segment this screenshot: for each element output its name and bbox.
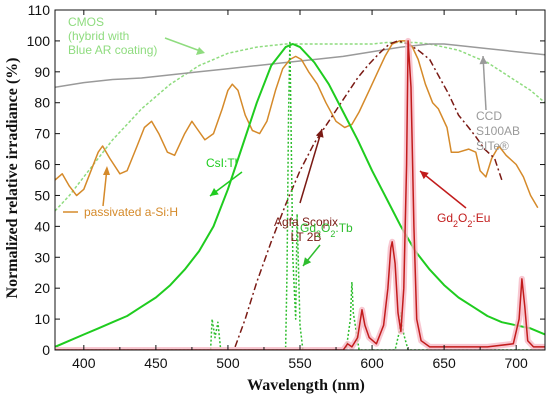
x-tick-label: 500 — [216, 355, 240, 371]
annotation-text: (hybrid with — [68, 29, 129, 43]
y-axis-title: Normalized relative irradiance (%) — [4, 58, 21, 299]
annotation-cmos-arrow — [164, 37, 205, 55]
y-tick-label: 0 — [42, 342, 50, 358]
annotation-arrow — [164, 37, 204, 53]
annotation-text: S100AB — [476, 124, 520, 138]
annotation-text: CsI:Tl — [206, 156, 237, 170]
x-tick-label: 450 — [144, 355, 168, 371]
y-tick-label: 20 — [34, 280, 50, 296]
annotation-arrowhead — [210, 188, 219, 196]
annotation-arrowhead — [303, 257, 312, 266]
x-tick-label: 550 — [288, 355, 312, 371]
annotation-arrow — [482, 55, 487, 111]
annotation-text: LT 2B — [291, 230, 322, 244]
x-tick-label: 650 — [432, 355, 456, 371]
series-line-passivated-a-si-h — [55, 40, 539, 209]
y-tick-label: 60 — [34, 157, 50, 173]
annotation-arrow — [419, 170, 467, 209]
series-line-gd2o2s-eu — [55, 40, 545, 350]
annotation-arrow — [299, 128, 323, 204]
annotation-text: Gd2O2:Tb — [300, 221, 353, 239]
annotation-text: Agfa Scopix — [274, 215, 338, 229]
annotation-3: passivated a-Si:H — [63, 205, 178, 219]
annotation-text: CCD — [476, 109, 502, 123]
y-tick-label: 110 — [28, 2, 51, 18]
annotation-text: SITe® — [476, 139, 509, 153]
y-tick-label: 10 — [34, 311, 50, 327]
y-tick-label: 30 — [34, 249, 50, 265]
annotation-text: passivated a-Si:H — [84, 205, 178, 219]
series-group — [55, 37, 545, 350]
annotation-arrowhead — [196, 47, 205, 55]
annotation-arrowhead — [479, 56, 488, 65]
series-line-cmos-hybrid-with-blue-ar-coating — [55, 41, 545, 212]
series-line-agfa-scopix-lt-2b — [234, 40, 503, 348]
series-line-ccd-s100ab-site — [55, 43, 545, 89]
annotation-arrowhead — [315, 129, 324, 138]
series-line-gd2o2s-tb — [55, 40, 545, 350]
x-axis-title: Wavelength (nm) — [247, 377, 365, 394]
axis-layer: 400 450 500 550 600 650 700 0 10 20 30 40 50 60 70 80 90… — [27, 2, 546, 371]
x-tick-label: 700 — [504, 355, 528, 371]
annotation-text: CMOS — [68, 15, 104, 29]
y-tick-label: 100 — [27, 33, 51, 49]
series-line-csi-tl — [55, 43, 545, 348]
annotation-6: Gd2O2:Eu — [419, 170, 490, 229]
y-tick-label: 50 — [34, 187, 50, 203]
x-tick-label: 600 — [360, 355, 384, 371]
annotation-arrowhead — [420, 171, 429, 180]
annotation-asi-arrow — [102, 166, 110, 207]
annotation-arrowhead — [103, 166, 110, 175]
annotation-2: CsI:Tl — [206, 156, 243, 197]
plot-layer — [55, 37, 545, 350]
x-tick-label: 400 — [72, 355, 96, 371]
annotation-5: Gd2O2:Tb — [300, 221, 353, 267]
y-tick-label: 70 — [34, 126, 50, 142]
annotation-text: Gd2O2:Eu — [437, 211, 490, 229]
y-tick-label: 90 — [34, 64, 50, 80]
y-tick-label: 40 — [34, 218, 50, 234]
annotation-text: Blue AR coating) — [68, 43, 157, 57]
y-tick-label: 80 — [34, 95, 50, 111]
